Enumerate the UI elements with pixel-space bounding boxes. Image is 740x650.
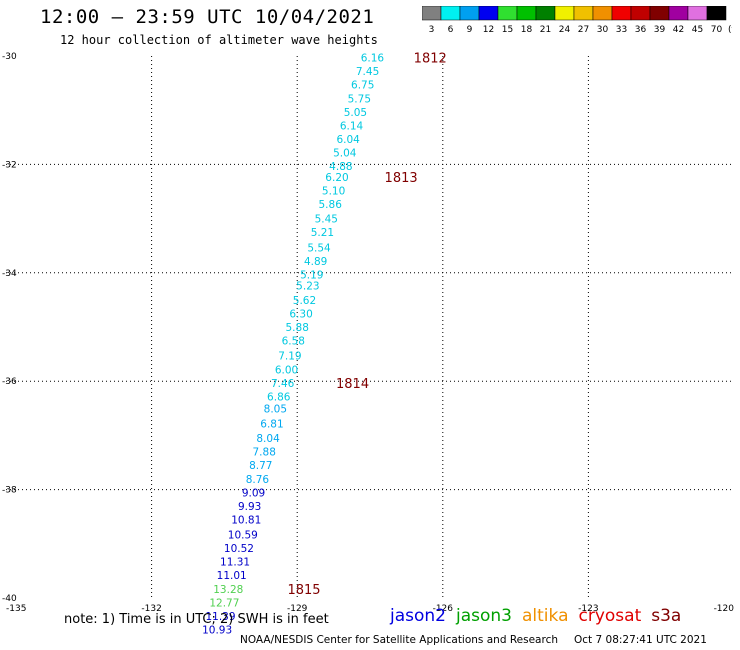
colorbar-label: 6 — [448, 25, 454, 35]
wave-height-value: 7.45 — [356, 66, 379, 78]
colorbar-label: 42 — [673, 25, 684, 35]
wave-height-value: 9.93 — [238, 501, 261, 513]
wave-height-value: 9.09 — [242, 487, 265, 499]
wave-height-value: 7.46 — [271, 378, 295, 390]
wave-height-value: 5.62 — [293, 295, 316, 307]
wave-height-value: 4.88 — [329, 161, 352, 173]
page-title: 12:00 – 23:59 UTC 10/04/2021 — [40, 6, 375, 28]
wave-height-value: 10.59 — [228, 530, 258, 542]
wave-height-value: 5.86 — [319, 199, 343, 211]
lat-tick-label: -32 — [2, 160, 17, 170]
lon-tick-label: -126 — [433, 604, 454, 614]
wave-height-value: 6.86 — [267, 391, 291, 403]
lat-tick-label: -30 — [2, 52, 17, 62]
satellite-s3a: s3a — [651, 606, 682, 626]
colorbar-label: 12 — [483, 25, 494, 35]
wave-height-value: 7.19 — [278, 351, 301, 363]
wave-height-value: 6.04 — [336, 134, 360, 146]
wave-height-value: 6.30 — [289, 308, 312, 320]
wave-height-value: 5.23 — [296, 280, 319, 292]
units-note: note: 1) Time is in UTC; 2) SWH is in fe… — [64, 612, 329, 627]
lon-tick-label: -123 — [578, 604, 598, 614]
credit-line: NOAA/NESDIS Center for Satellite Applica… — [240, 634, 707, 646]
wave-height-value: 8.04 — [256, 433, 280, 445]
wave-height-value: 5.88 — [286, 322, 309, 334]
satellite-legend: jason2 jason3 altika cryosat s3a — [390, 606, 691, 626]
colorbar-label: 9 — [467, 25, 473, 35]
page-subtitle: 12 hour collection of altimeter wave hei… — [60, 33, 378, 47]
colorbar-label: 33 — [616, 25, 627, 35]
lat-tick-label: -40 — [2, 594, 17, 604]
lon-tick-label: -129 — [287, 604, 308, 614]
lat-tick-label: -38 — [2, 486, 17, 496]
lon-tick-label: -135 — [6, 604, 26, 614]
wave-height-value: 6.20 — [325, 172, 348, 184]
wave-height-value: 10.93 — [202, 624, 232, 636]
wave-height-value: 10.81 — [231, 514, 261, 526]
wave-height-value: 8.77 — [249, 460, 272, 472]
colorbar-label: 70 — [711, 25, 723, 35]
wave-height-value: 6.14 — [340, 120, 364, 132]
colorbar-label: 30 — [597, 25, 609, 35]
wave-height-value: 11.31 — [220, 557, 250, 569]
colorbar-label: 45 — [692, 25, 703, 35]
wave-height-value: 6.81 — [260, 418, 283, 430]
wave-height-value: 5.21 — [311, 227, 334, 239]
time-marker: 1812 — [414, 52, 447, 67]
colorbar-label: 21 — [540, 25, 551, 35]
colorbar-label: 24 — [559, 25, 571, 35]
wave-height-value: 6.00 — [275, 364, 298, 376]
wave-height-value: 6.58 — [282, 336, 305, 348]
colorbar-label: 18 — [521, 25, 533, 35]
wave-height-value: 5.54 — [307, 242, 331, 254]
colorbar-label: 36 — [635, 25, 647, 35]
wave-height-value: 5.04 — [333, 147, 357, 159]
credit-text: NOAA/NESDIS Center for Satellite Applica… — [240, 634, 558, 646]
wave-height-value: 5.05 — [344, 107, 367, 119]
colorbar-unit: (ft) — [728, 25, 732, 35]
satellite-altika: altika — [522, 606, 569, 626]
satellite-jason2: jason2 — [390, 606, 446, 626]
wave-height-value: 5.10 — [322, 185, 345, 197]
lat-tick-label: -36 — [2, 377, 17, 387]
wave-height-value: 5.75 — [348, 93, 371, 105]
colorbar-label: 15 — [502, 25, 513, 35]
wave-height-value: 10.52 — [224, 543, 254, 555]
colorbar-label: 39 — [654, 25, 666, 35]
colorbar-label: 3 — [429, 25, 435, 35]
wave-height-value: 12.77 — [209, 597, 239, 609]
wave-height-value: 8.76 — [246, 474, 270, 486]
generated-timestamp: Oct 7 08:27:41 UTC 2021 — [574, 634, 707, 646]
wave-height-value: 4.89 — [304, 256, 327, 268]
wave-height-value: 6.75 — [351, 80, 374, 92]
colorbar-label: 27 — [578, 25, 589, 35]
wave-height-value: 6.16 — [361, 53, 385, 65]
wave-height-value: 5.19 — [300, 269, 323, 281]
wave-height-value: 11.01 — [217, 570, 247, 582]
satellite-jason3: jason3 — [456, 606, 512, 626]
time-marker: 1815 — [287, 583, 320, 598]
wave-height-value: 7.88 — [253, 447, 276, 459]
wave-height-value: 8.05 — [264, 403, 287, 415]
wave-height-value: 13.28 — [213, 584, 243, 596]
time-marker: 1814 — [336, 377, 369, 392]
wave-height-value: 11.39 — [205, 611, 235, 623]
lat-tick-label: -34 — [2, 269, 17, 279]
colorbar-swatch — [706, 6, 727, 21]
wave-height-value: 5.45 — [315, 214, 338, 226]
time-marker: 1813 — [385, 171, 418, 186]
lon-tick-label: -120 — [714, 604, 735, 614]
satellite-cryosat: cryosat — [578, 606, 642, 626]
lon-tick-label: -132 — [141, 604, 161, 614]
